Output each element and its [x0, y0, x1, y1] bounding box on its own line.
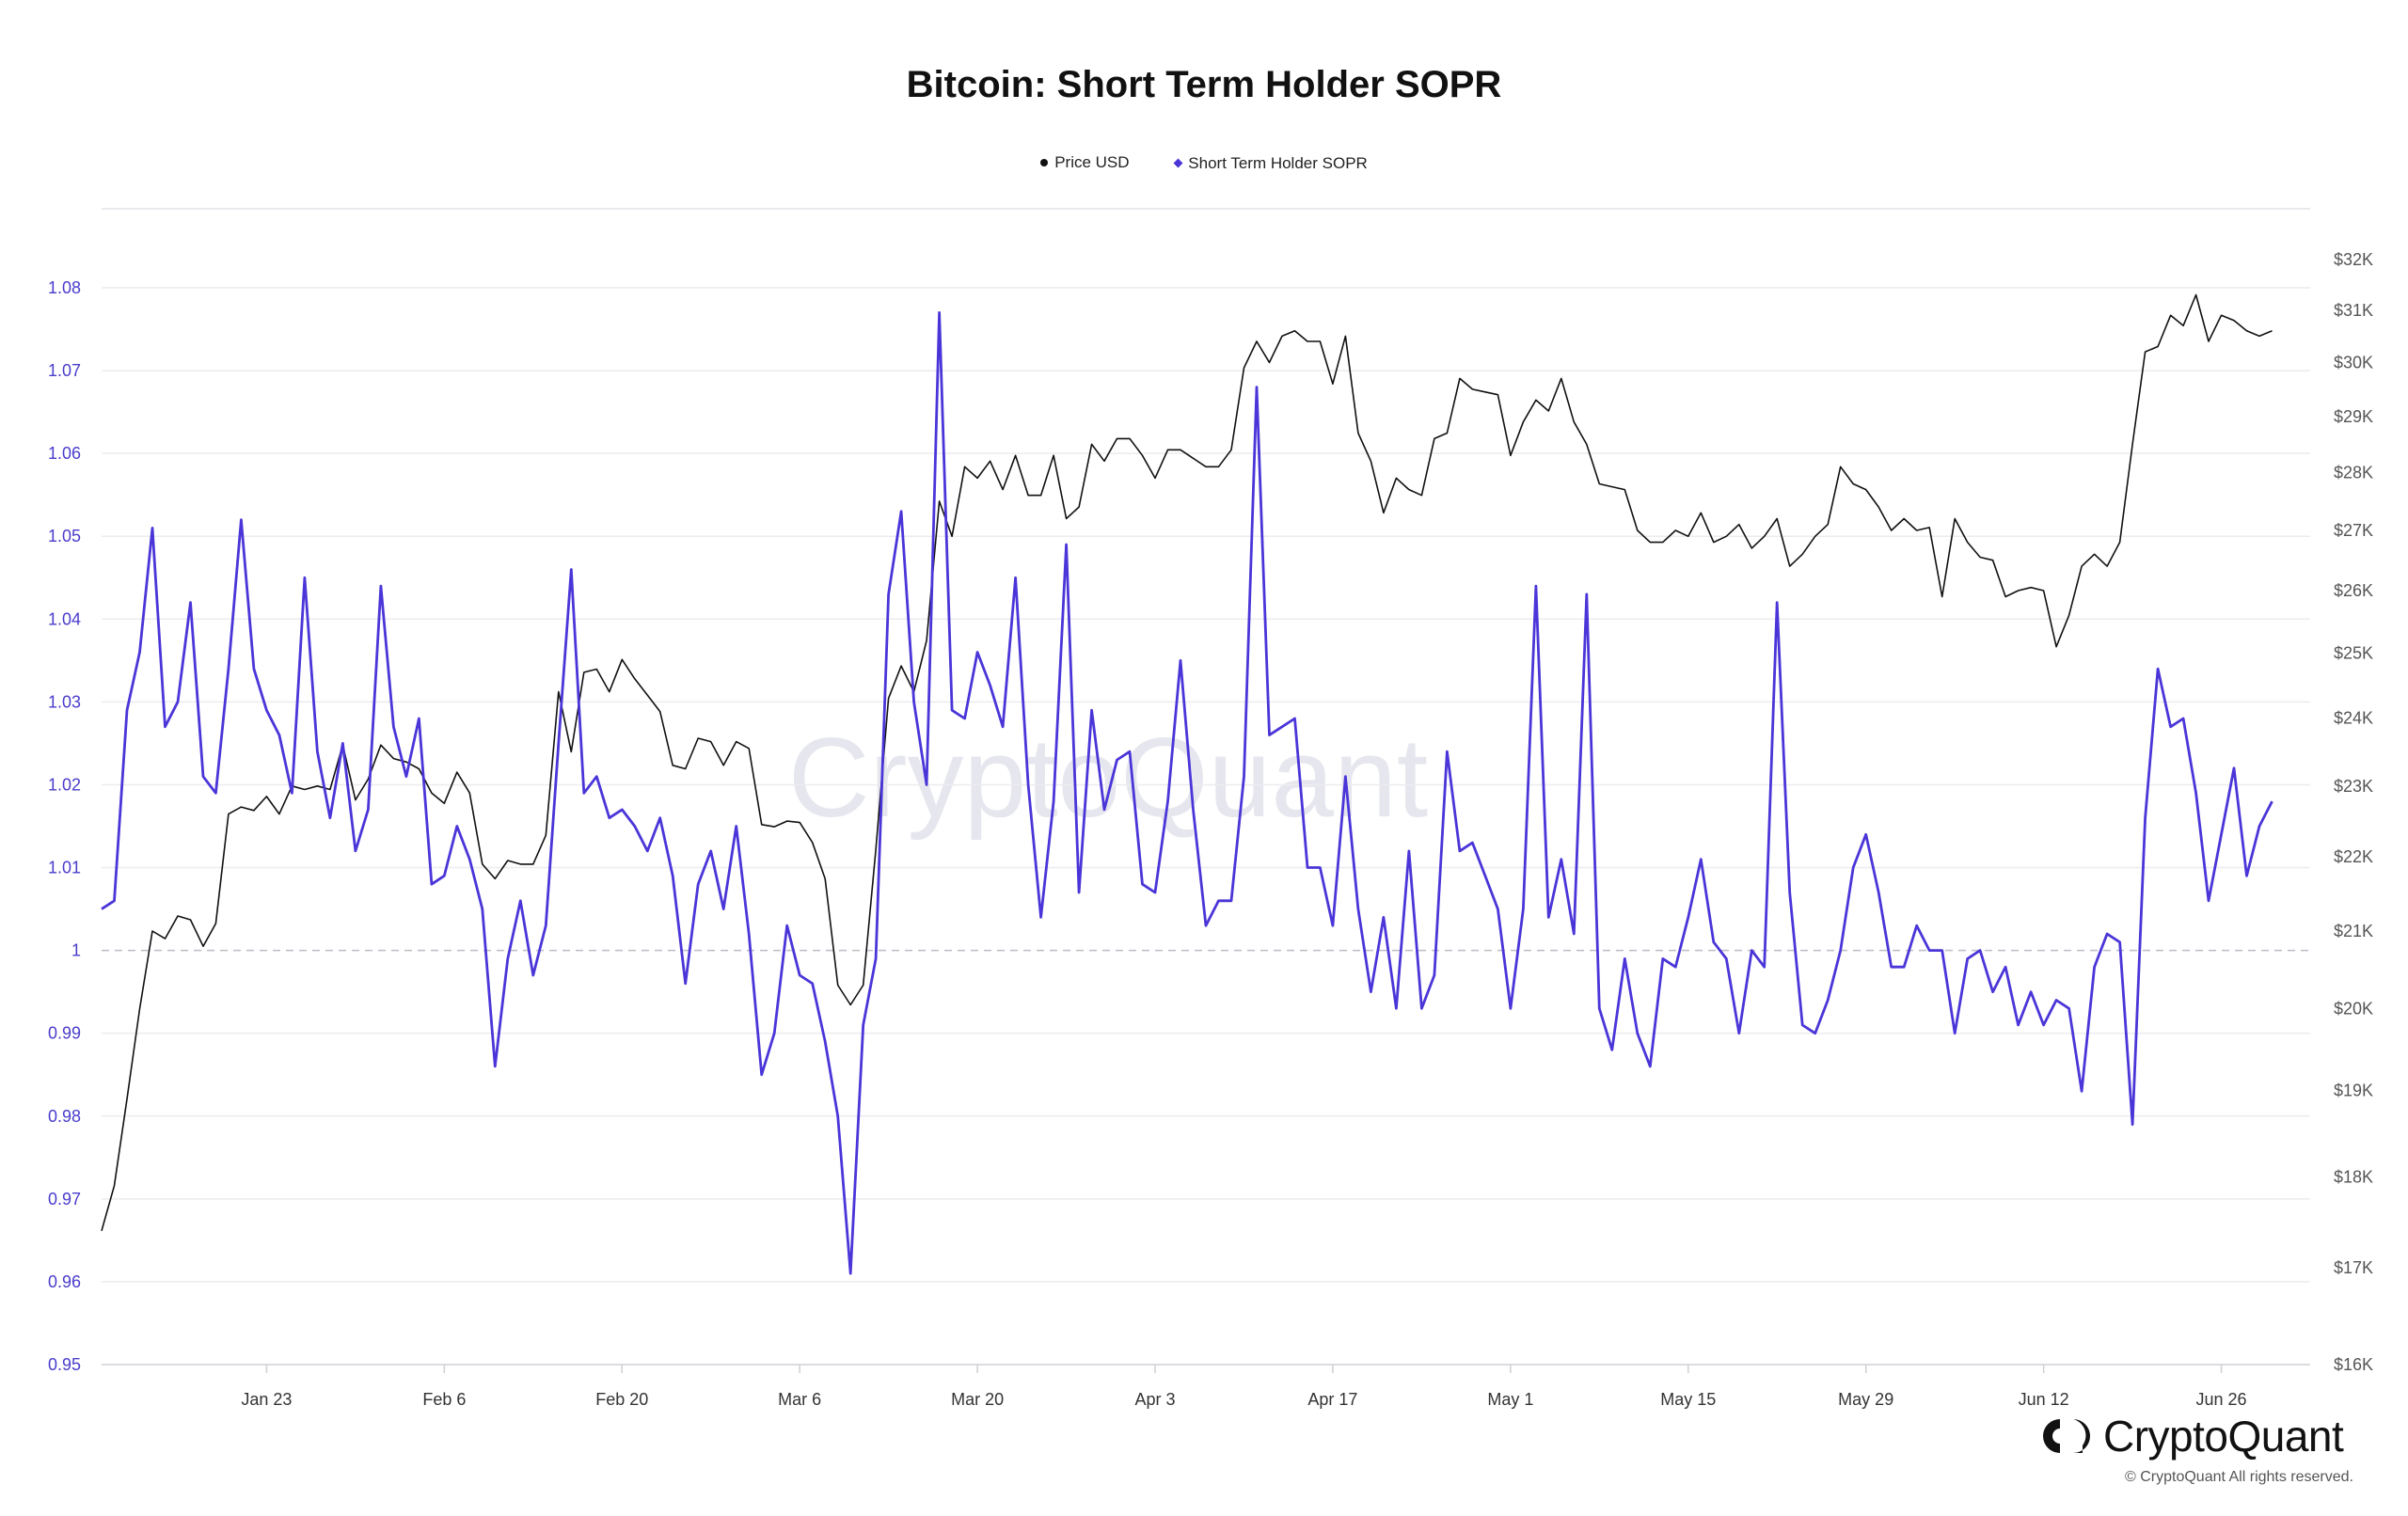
right-axis-tick-label: $26K: [2334, 581, 2373, 600]
right-axis-tick-label: $25K: [2334, 643, 2373, 662]
x-axis-tick-label: Mar 20: [951, 1390, 1004, 1409]
right-axis-tick-label: $29K: [2334, 407, 2373, 426]
legend: Price USD Short Term Holder SOPR: [0, 152, 2408, 173]
left-axis-tick-label: 1.04: [48, 609, 81, 628]
brand-logo: CryptoQuant: [2041, 1411, 2344, 1461]
left-axis-tick-label: 1.08: [48, 278, 81, 297]
legend-label-price: Price USD: [1054, 153, 1130, 171]
right-axis-tick-label: $32K: [2334, 250, 2373, 269]
right-axis-tick-label: $21K: [2334, 922, 2373, 940]
chart-title: Bitcoin: Short Term Holder SOPR: [906, 64, 1502, 105]
right-axis-tick-label: $30K: [2334, 353, 2373, 371]
watermark-text: CryptoQuant: [788, 715, 1428, 841]
left-axis-tick-label: 1.02: [48, 775, 81, 794]
right-axis-tick-label: $16K: [2334, 1355, 2373, 1374]
right-axis-tick-label: $19K: [2334, 1082, 2373, 1100]
right-axis-tick-label: $27K: [2334, 521, 2373, 540]
left-axis-tick-label: 1.07: [48, 361, 81, 380]
legend-item-sopr[interactable]: Short Term Holder SOPR: [1173, 153, 1368, 173]
x-axis-tick-label: Feb 6: [422, 1390, 466, 1409]
x-axis-tick-label: Jun 26: [2196, 1390, 2247, 1409]
left-axis-tick-label: 1.03: [48, 692, 81, 711]
left-axis-tick-label: 0.99: [48, 1024, 81, 1043]
left-axis-tick-label: 1.01: [48, 859, 81, 877]
cryptoquant-logo-icon: [2043, 1419, 2090, 1453]
right-axis-tick-label: $18K: [2334, 1167, 2373, 1186]
legend-label-sopr: Short Term Holder SOPR: [1188, 153, 1368, 172]
right-axis-tick-label: $22K: [2334, 847, 2373, 866]
brand-name: CryptoQuant: [2103, 1412, 2344, 1461]
x-axis-tick-label: May 29: [1838, 1390, 1893, 1409]
copyright-text: © CryptoQuant All rights reserved.: [2125, 1469, 2353, 1485]
right-axis-tick-label: $28K: [2334, 463, 2373, 482]
right-axis-tick-label: $23K: [2334, 777, 2373, 796]
x-axis-tick-label: Jun 12: [2019, 1390, 2069, 1409]
x-axis-tick-label: May 1: [1487, 1390, 1533, 1409]
left-axis-tick-label: 0.95: [48, 1355, 81, 1374]
right-axis-tick-label: $17K: [2334, 1258, 2373, 1277]
x-axis-tick-label: Mar 6: [778, 1390, 821, 1409]
left-axis-tick-label: 0.97: [48, 1190, 81, 1208]
series-price-usd-line[interactable]: [101, 293, 2273, 1232]
right-axis-tick-label: $24K: [2334, 709, 2373, 728]
left-axis-tick-label: 1.05: [48, 527, 81, 545]
x-axis-tick-label: Feb 20: [595, 1390, 648, 1409]
x-axis-tick-label: Apr 17: [1307, 1390, 1357, 1409]
legend-item-price[interactable]: Price USD: [1040, 153, 1130, 172]
x-axis-tick-label: Apr 3: [1135, 1390, 1176, 1409]
x-axis-tick-label: May 15: [1660, 1390, 1716, 1409]
left-axis-tick-label: 1: [71, 941, 81, 960]
left-axis-tick-label: 0.96: [48, 1272, 81, 1291]
right-axis-tick-label: $20K: [2334, 1000, 2373, 1019]
left-axis-tick-label: 0.98: [48, 1107, 81, 1126]
right-axis-tick-label: $31K: [2334, 301, 2373, 320]
legend-marker-price: [1040, 159, 1049, 166]
x-axis-tick-label: Jan 23: [241, 1390, 292, 1409]
left-axis-tick-label: 1.06: [48, 444, 81, 463]
series-sopr-line[interactable]: [101, 310, 2273, 1275]
